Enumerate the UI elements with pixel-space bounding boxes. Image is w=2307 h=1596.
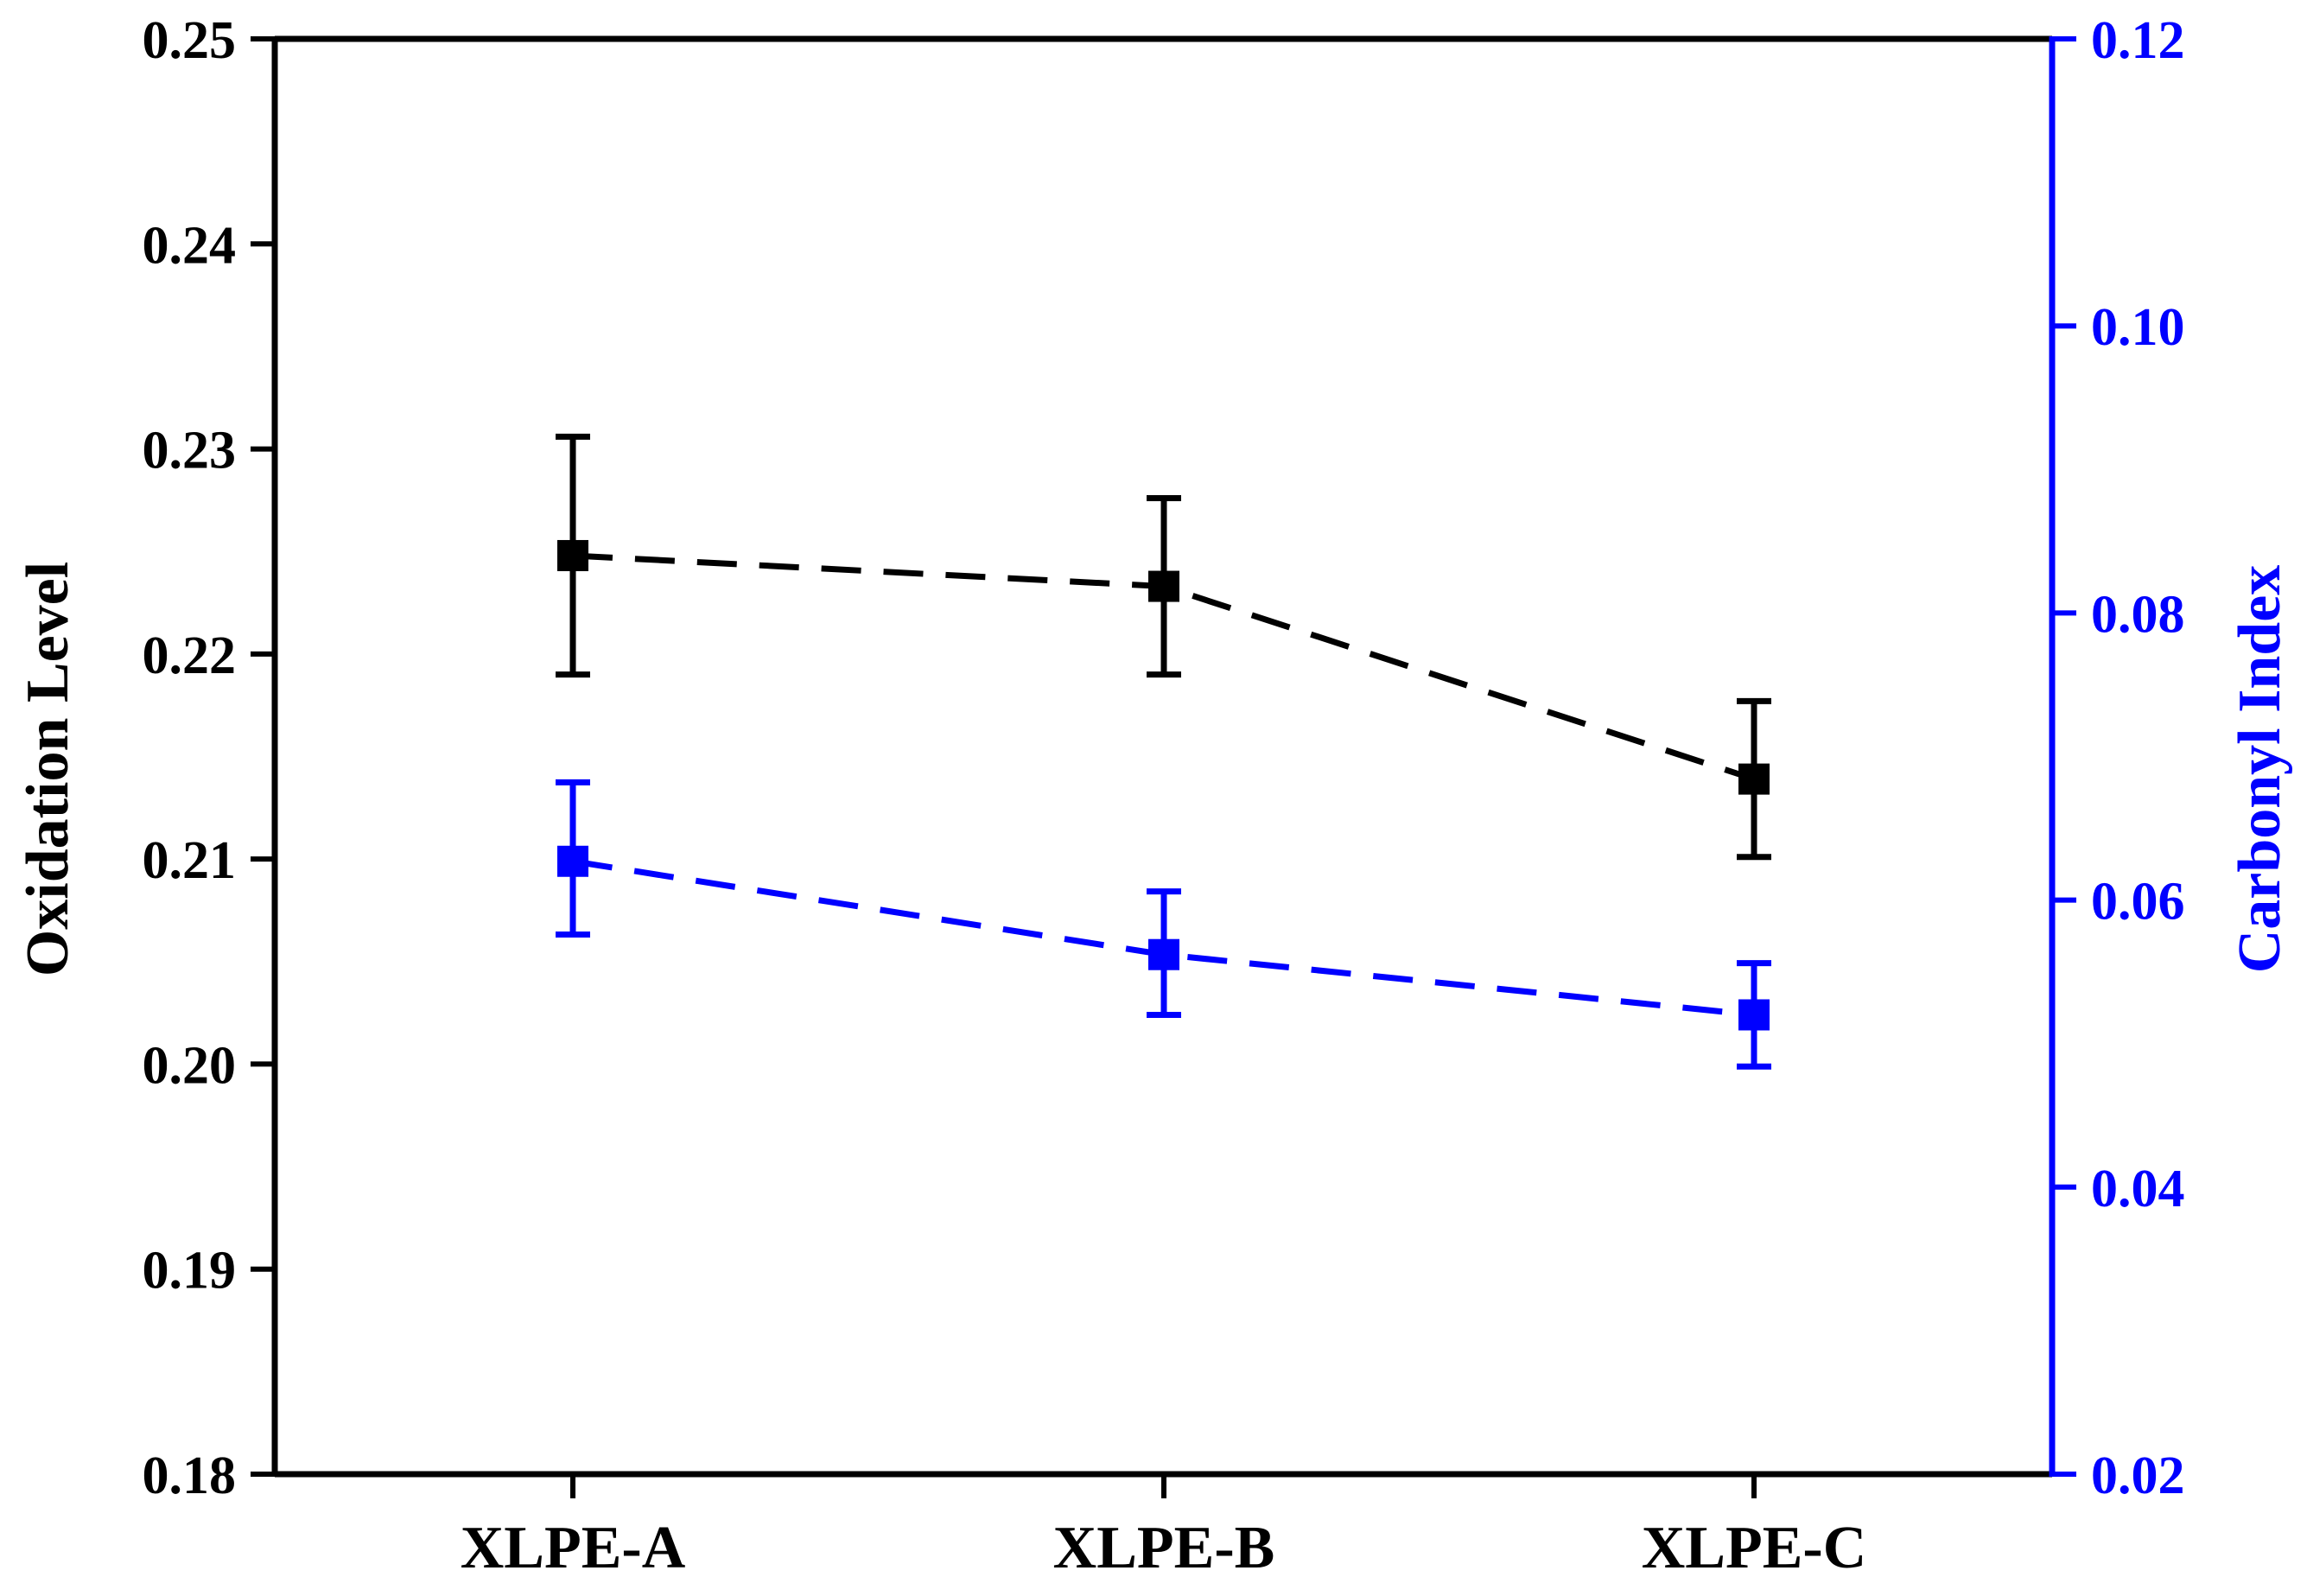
right-tick-label: 0.04	[2091, 1160, 2185, 1218]
right-tick-label: 0.10	[2091, 298, 2185, 357]
x-tick-label: XLPE-B	[1053, 1515, 1275, 1581]
data-point-marker	[1738, 763, 1770, 795]
right-tick-label: 0.12	[2091, 11, 2185, 70]
left-axis-label: Oxidation Level	[15, 562, 81, 976]
right-tick-label: 0.02	[2091, 1447, 2185, 1505]
left-axis-ticks: 0.18 0.19 0.20 0.21 0.22 0.23 0.24 0.25	[143, 11, 275, 1505]
right-axis-ticks: 0.02 0.04 0.06 0.08 0.10 0.12	[2052, 11, 2185, 1505]
left-tick-label: 0.21	[143, 831, 237, 890]
data-point-marker	[1148, 938, 1179, 970]
left-tick-label: 0.23	[143, 422, 237, 480]
x-axis-ticks: XLPE-A XLPE-B XLPE-C	[461, 1474, 1867, 1581]
data-point-marker	[557, 845, 588, 877]
left-tick-label: 0.19	[143, 1242, 237, 1300]
series-2	[556, 779, 1771, 1070]
right-axis-label: Carbonyl Index	[2227, 565, 2293, 974]
x-tick-label: XLPE-C	[1642, 1515, 1867, 1581]
left-tick-label: 0.24	[143, 216, 237, 275]
left-tick-label: 0.18	[143, 1447, 237, 1505]
series-1	[556, 433, 1771, 861]
right-tick-label: 0.06	[2091, 873, 2185, 932]
data-point-marker	[1148, 570, 1179, 602]
left-tick-label: 0.20	[143, 1036, 237, 1095]
right-tick-label: 0.08	[2091, 585, 2185, 644]
series-layer	[556, 433, 1771, 1070]
plot-frame	[271, 35, 2056, 1478]
x-tick-label: XLPE-A	[461, 1515, 686, 1581]
data-point-marker	[1738, 999, 1770, 1031]
left-tick-label: 0.25	[143, 11, 237, 70]
data-point-marker	[557, 539, 588, 571]
left-tick-label: 0.22	[143, 626, 237, 685]
